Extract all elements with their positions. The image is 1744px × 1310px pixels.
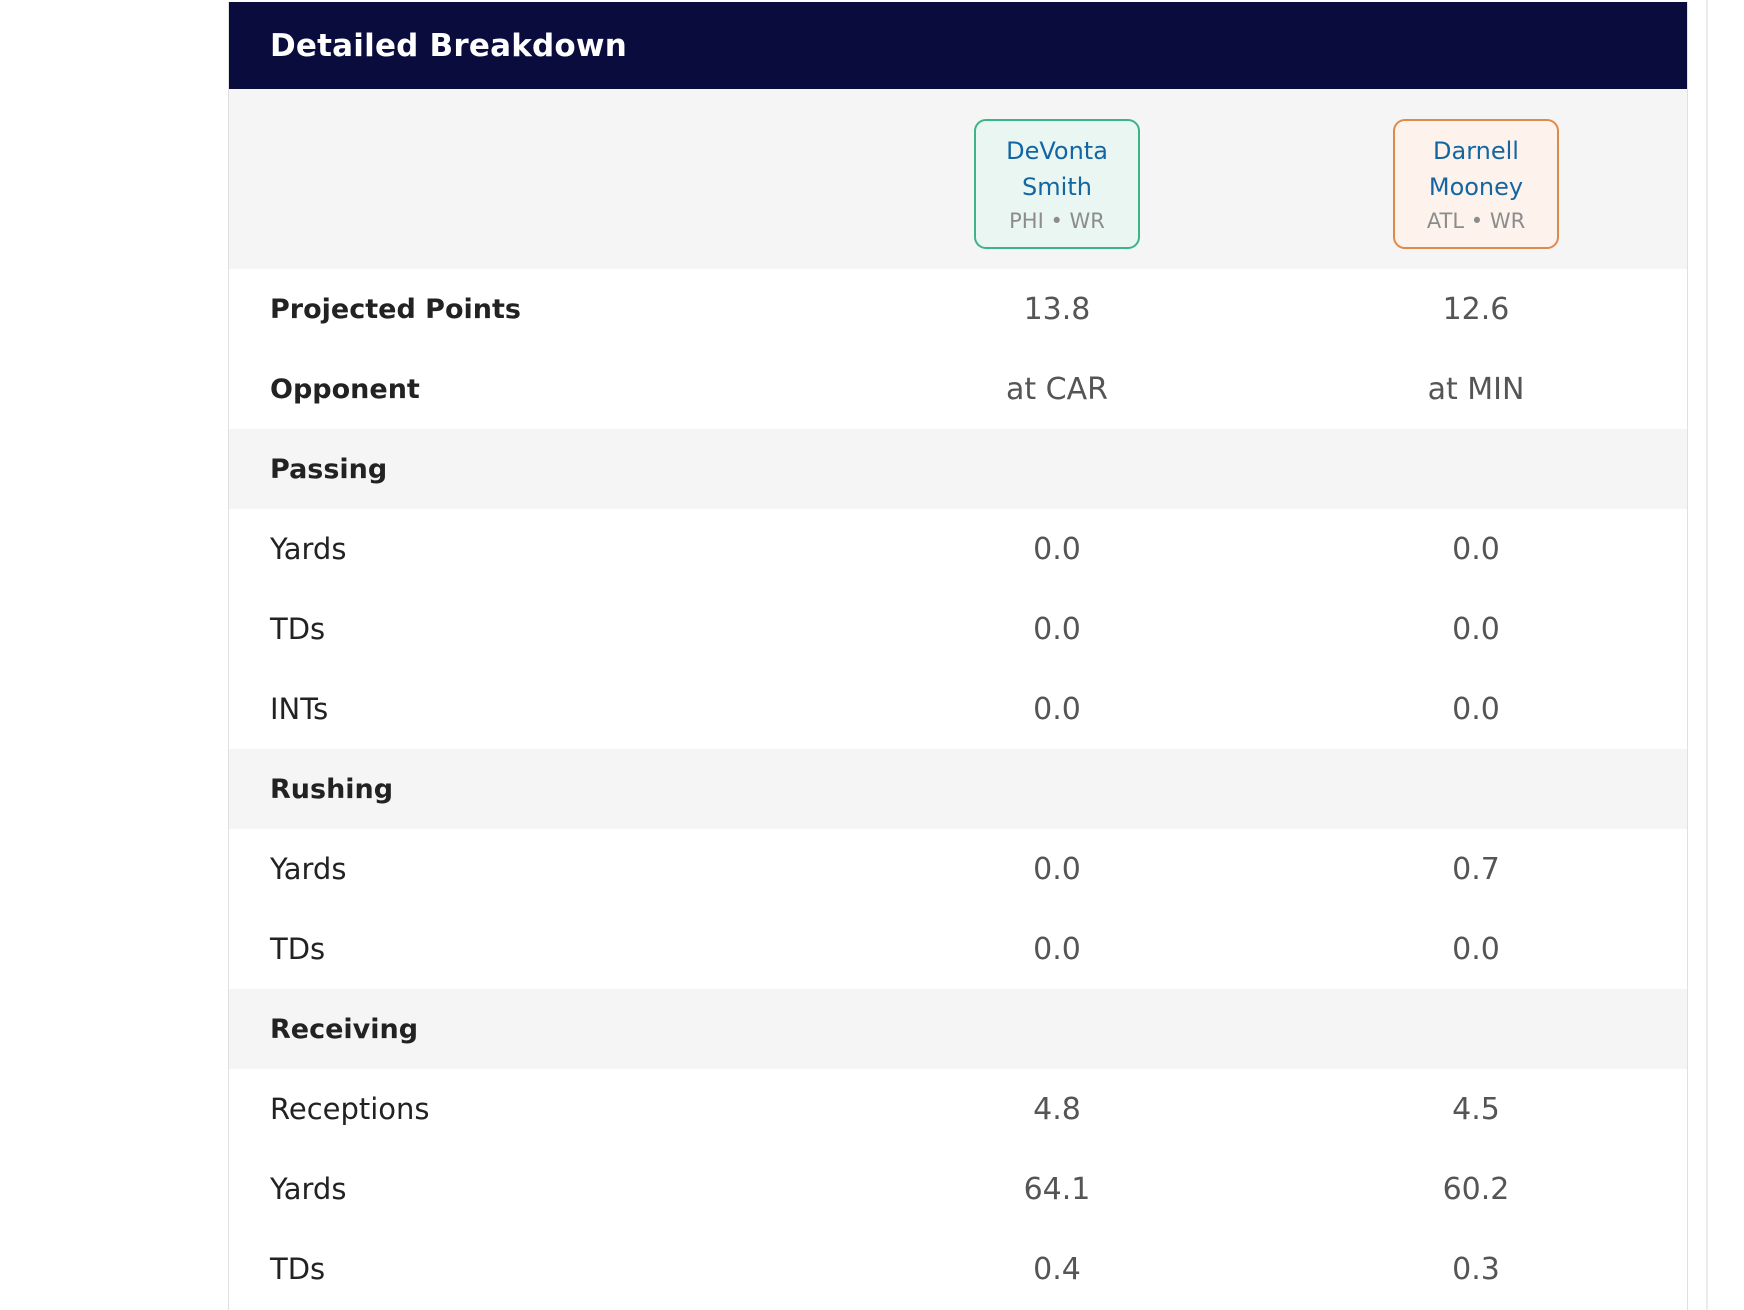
row-receiving-yards: Yards 64.1 60.2 xyxy=(229,1149,1687,1229)
row-label: Yards xyxy=(270,532,347,566)
row-passing-ints: INTs 0.0 0.0 xyxy=(229,669,1687,749)
row-receiving-receptions: Receptions 4.8 4.5 xyxy=(229,1069,1687,1149)
row-rushing-yards: Yards 0.0 0.7 xyxy=(229,829,1687,909)
value-player-1: 0.4 xyxy=(1033,1251,1081,1287)
scrollbar-track[interactable] xyxy=(1706,0,1708,1310)
section-title: Receiving xyxy=(270,1013,419,1045)
value-player-2: 4.5 xyxy=(1452,1091,1500,1127)
value-player-2: 0.0 xyxy=(1452,931,1500,967)
value-player-1: 13.8 xyxy=(1023,291,1091,327)
value-player-1: at CAR xyxy=(1006,371,1108,407)
section-title: Rushing xyxy=(270,773,394,805)
value-player-1: 0.0 xyxy=(1033,531,1081,567)
section-title: Passing xyxy=(270,453,388,485)
player-team-position: PHI • WR xyxy=(1009,209,1105,233)
row-label: INTs xyxy=(270,692,329,726)
value-player-2: 0.0 xyxy=(1452,691,1500,727)
row-label: Opponent xyxy=(270,373,420,405)
value-player-2: 0.7 xyxy=(1452,851,1500,887)
row-receiving-tds: TDs 0.4 0.3 xyxy=(229,1229,1687,1309)
row-opponent: Opponent at CAR at MIN xyxy=(229,349,1687,429)
value-player-1: 64.1 xyxy=(1023,1171,1091,1207)
row-label: TDs xyxy=(270,1252,326,1286)
player-last-name: Mooney xyxy=(1428,173,1524,201)
value-player-1: 4.8 xyxy=(1033,1091,1081,1127)
player-team-position: ATL • WR xyxy=(1426,209,1526,233)
value-player-1: 0.0 xyxy=(1033,691,1081,727)
row-passing-tds: TDs 0.0 0.0 xyxy=(229,589,1687,669)
player-last-name: Smith xyxy=(1022,173,1092,201)
row-label: Yards xyxy=(270,852,347,886)
row-label: TDs xyxy=(270,612,326,646)
row-label: Yards xyxy=(270,1172,347,1206)
row-label: TDs xyxy=(270,932,326,966)
value-player-2: at MIN xyxy=(1427,371,1525,407)
player-badge-devonta-smith[interactable]: DeVonta Smith PHI • WR xyxy=(974,119,1140,249)
section-header-passing: Passing xyxy=(229,429,1687,509)
player-badge-darnell-mooney[interactable]: Darnell Mooney ATL • WR xyxy=(1393,119,1559,249)
card-title: Detailed Breakdown xyxy=(270,27,628,64)
player-first-name: Darnell xyxy=(1433,137,1519,165)
section-header-rushing: Rushing xyxy=(229,749,1687,829)
row-passing-yards: Yards 0.0 0.0 xyxy=(229,509,1687,589)
card-header: Detailed Breakdown xyxy=(229,2,1687,89)
section-header-receiving: Receiving xyxy=(229,989,1687,1069)
row-projected-points: Projected Points 13.8 12.6 xyxy=(229,269,1687,349)
value-player-2: 12.6 xyxy=(1442,291,1510,327)
value-player-1: 0.0 xyxy=(1033,851,1081,887)
value-player-1: 0.0 xyxy=(1033,611,1081,647)
row-rushing-tds: TDs 0.0 0.0 xyxy=(229,909,1687,989)
row-label: Receptions xyxy=(270,1092,430,1126)
value-player-2: 60.2 xyxy=(1442,1171,1510,1207)
value-player-2: 0.0 xyxy=(1452,611,1500,647)
player-first-name: DeVonta xyxy=(1006,137,1108,165)
breakdown-card: Detailed Breakdown DeVonta Smith PHI • W… xyxy=(228,2,1688,1310)
player-header-row: DeVonta Smith PHI • WR Darnell Mooney AT… xyxy=(229,89,1687,269)
value-player-1: 0.0 xyxy=(1033,931,1081,967)
value-player-2: 0.3 xyxy=(1452,1251,1500,1287)
row-label: Projected Points xyxy=(270,293,521,325)
value-player-2: 0.0 xyxy=(1452,531,1500,567)
